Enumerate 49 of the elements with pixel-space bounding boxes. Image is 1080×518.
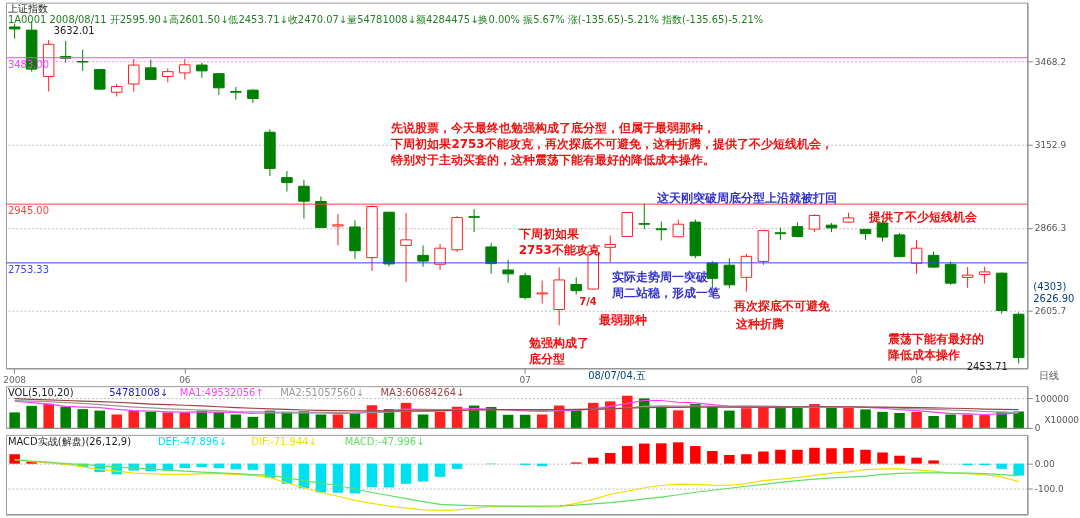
annotation: 底分型: [527, 352, 565, 367]
annotation: 再次探底不可避免: [733, 298, 832, 313]
annotation: 这天刚突破周底分型上沿就被打回: [655, 191, 837, 206]
annotation: 2753不能攻克: [518, 243, 601, 258]
annotation: 下周初如果: [517, 227, 580, 242]
annotation: 这种折腾: [735, 316, 785, 331]
annotation: 特别对于主动买套的，这种震荡下能有最好的降低成本操作。: [390, 152, 716, 167]
annotation: 7/4: [579, 295, 597, 307]
annotation: 2453.71: [966, 361, 1008, 373]
chart-title: MACD实战(解盘)(26,12,9): [7, 435, 132, 447]
text: 日线: [1039, 370, 1060, 382]
text: MACD:-47.996↓: [344, 435, 425, 447]
chart-title: 上证指数: [7, 2, 48, 14]
annotation: 先说股票，今天最终也勉强构成了底分型，但属于最弱那种，: [390, 120, 716, 135]
chart-title: VOL(5,10,20): [7, 387, 74, 399]
annotation: 54781008↓: [109, 387, 169, 399]
annotation: 下周初如果2753不能攻克，再次探底不可避免，这种折腾，提供了不少短线机会，: [390, 136, 833, 151]
text: 08/07/04,五: [588, 370, 646, 382]
y-tick-label: 100000: [1034, 393, 1070, 404]
text: (4303): [1033, 280, 1067, 292]
series-label: MA1:49532056↑: [179, 387, 264, 399]
annotation: 周二站稳，形成一笔: [611, 285, 722, 300]
annotation: 3632.01: [53, 25, 95, 37]
y-tick-label: 3468.2: [1034, 56, 1067, 67]
annotation: 勉强构成了: [527, 336, 589, 351]
y-tick-label: 0.00: [1034, 459, 1056, 470]
annotation: 实际走势周一突破: [612, 269, 710, 284]
x-tick-label: 08: [910, 374, 923, 385]
series-label: DEF:-47.896↓: [157, 435, 227, 447]
y-tick-label: -100.0: [1034, 483, 1064, 494]
ref-line-label: 2945.00: [7, 205, 49, 217]
x-tick-label: 07: [519, 374, 531, 385]
y-tick-label: 2605.7: [1034, 306, 1067, 317]
annotation: 最弱那种: [598, 312, 648, 327]
x-tick-label: 2008: [3, 374, 27, 385]
text: 1A0001 2008/08/11 开2595.90↓高2601.50↓低2453.71↓收2470.07↓量54781008↓额4284475↓换0.00% 振5.67% 涨(-135.65)-5.21% 指数(-135.65)-5.21%: [7, 13, 764, 25]
series-label: MA3:60684264↓: [380, 387, 465, 399]
ref-line-label: 2753.33: [7, 263, 49, 275]
series-label: MA2:51057560↓: [280, 387, 365, 399]
annotation: 提供了不少短线机会: [868, 210, 979, 225]
annotation: 震荡下能有最好的: [887, 332, 985, 347]
text: 2626.90: [1033, 292, 1075, 304]
x-tick-label: 06: [179, 374, 191, 385]
y-tick-label: 0: [1034, 423, 1041, 434]
annotation: 降低成本操作: [888, 348, 961, 363]
y-tick-label: 2866.3: [1034, 223, 1067, 234]
text: X10000: [1044, 414, 1080, 425]
y-tick-label: 3152.9: [1034, 140, 1067, 151]
text: DIF:-71.944↓: [251, 435, 317, 447]
